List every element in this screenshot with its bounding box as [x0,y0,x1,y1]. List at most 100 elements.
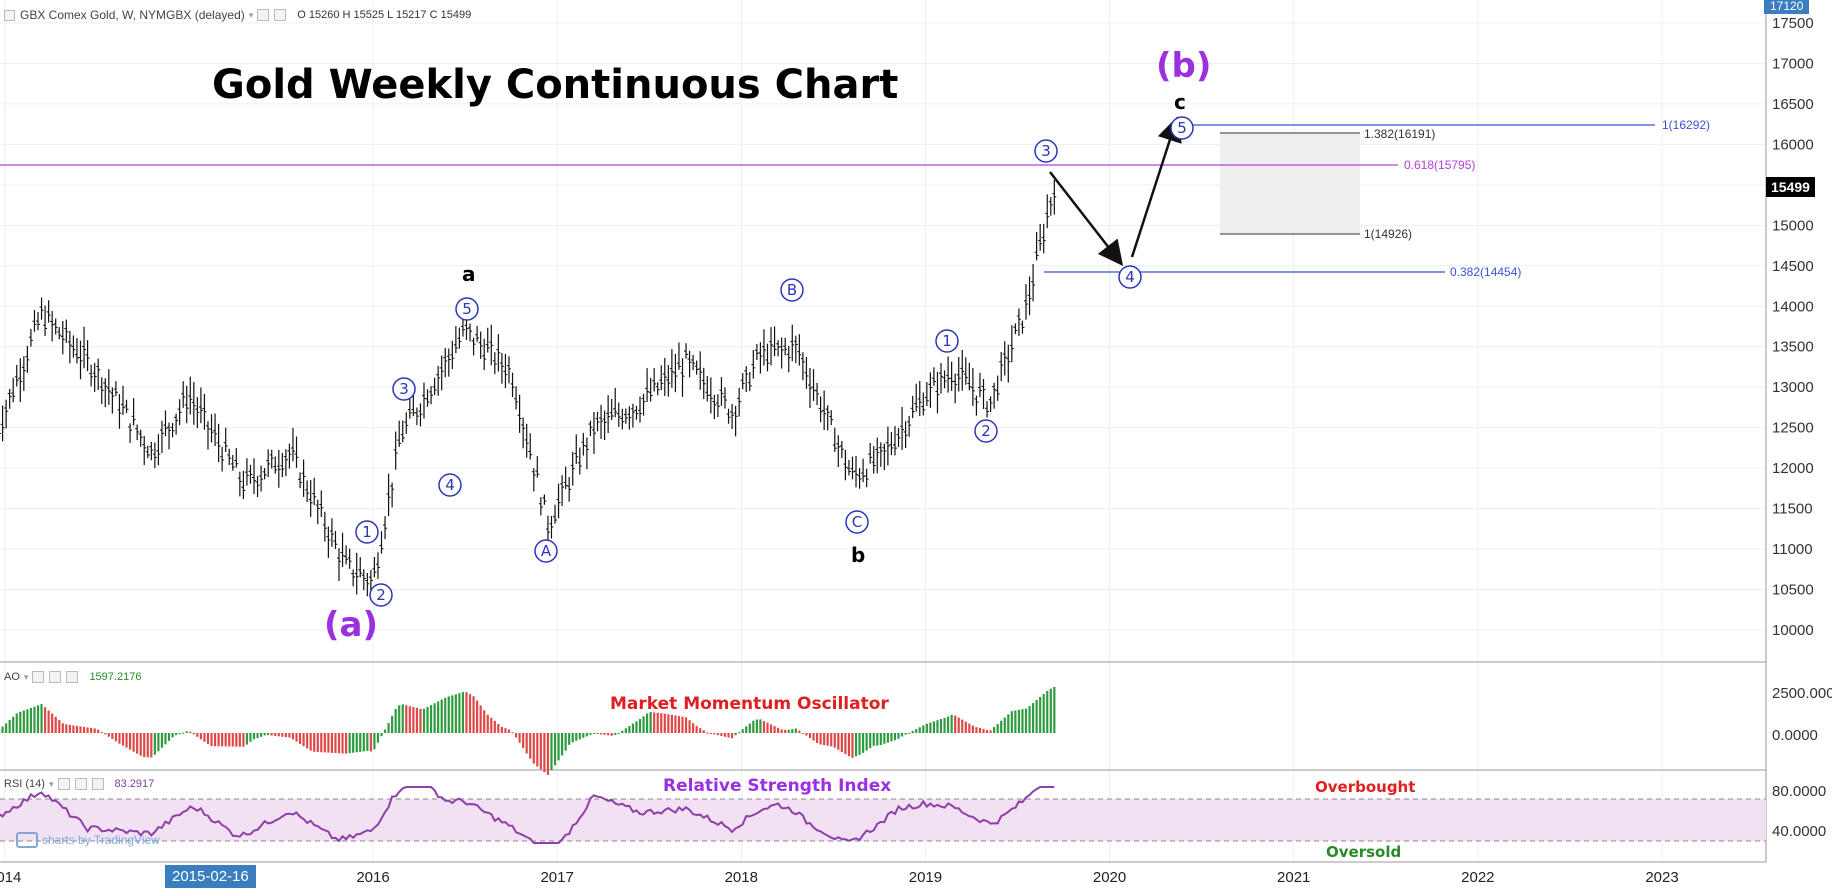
ao-bar [844,733,847,755]
ao-bar [585,733,588,737]
ao-bar [206,733,210,745]
ao-tick: 2500.0000 [1772,685,1832,702]
ao-bar [231,733,234,747]
ao-bar [780,729,783,733]
ao-bar [599,733,603,735]
settings-icon[interactable] [74,778,87,790]
price-tick: 10000 [1772,622,1814,639]
wave-label-b: b [851,543,865,567]
collapse-icon[interactable] [4,9,15,21]
time-tick: 2014 [0,869,21,886]
settings-icon[interactable] [49,671,62,683]
ao-bar [1010,711,1013,733]
ao-bar [486,714,489,733]
ao-bar [975,727,978,733]
chevron-down-icon[interactable]: ▾ [48,778,54,789]
projection-arrow-up [1130,116,1182,258]
ao-bar [872,733,875,746]
ao-bar [653,712,656,733]
ao-bar [561,733,564,756]
ao-bar [274,733,277,736]
ao-bar [617,732,620,734]
ao-bar [366,733,369,751]
ao-bar [344,733,348,754]
eye-icon[interactable] [57,778,70,790]
time-tick: 2016 [356,869,389,886]
ao-bar [777,727,780,733]
ao-bar [447,696,450,733]
price-tick: 15000 [1772,217,1814,234]
ao-bar [182,732,185,734]
eye-icon[interactable] [257,9,270,21]
ao-bar [454,694,457,733]
ao-bar [946,716,950,733]
tradingview-logo-icon [16,832,38,848]
chevron-down-icon[interactable]: ▾ [248,9,254,20]
ao-bar [762,721,766,733]
ao-bar [426,706,429,733]
wave-marker: 2 [369,583,393,607]
ao-bar [607,733,610,736]
ao-bar [794,728,797,733]
rsi-legend[interactable]: RSI (14) ▾ 83.2917 [4,778,154,790]
ao-bar [58,720,61,733]
ao-tick: 0.0000 [1772,727,1818,744]
ao-bar [713,733,716,735]
ao-bar [536,733,539,767]
ao-bar [405,705,408,733]
ao-bar [957,717,960,733]
wave-marker-circle [355,520,379,544]
ao-bar [801,732,805,734]
chevron-down-icon[interactable]: ▾ [23,671,29,682]
ao-bar [628,725,631,733]
ao-bar [429,705,433,733]
ao-bar [380,733,383,737]
ao-bar [451,695,454,733]
ao-bar [330,733,334,753]
close-icon[interactable] [66,671,79,683]
ao-bar [1017,709,1021,733]
ao-bar [720,733,723,736]
price-tick: 17000 [1772,55,1814,72]
symbol-legend[interactable]: GBX Comex Gold, W, NYMGBX (delayed) ▾ O … [4,8,471,22]
eye-icon[interactable] [32,671,45,683]
ao-bar [497,723,500,733]
time-tick: 2021 [1277,869,1310,886]
fib-target-zone [1220,133,1360,234]
ao-bar [568,733,571,745]
projection-arrow-down [1049,171,1124,266]
ao-legend[interactable]: AO ▾ 1597.2176 [4,671,141,683]
ao-bar [745,726,748,733]
ao-bar [483,710,486,733]
ao-bar [819,733,822,745]
ao-bar [249,733,252,742]
ao-bar [29,707,33,733]
ao-bar [75,725,79,733]
ao-bar [858,733,861,755]
ao-bar [320,733,323,753]
ao-bar [908,732,911,734]
close-icon[interactable] [91,778,104,790]
tradingview-branding[interactable]: charts by TradingView [16,832,160,848]
ao-bar [412,707,415,733]
ao-bar [1,726,4,733]
price-axis[interactable]: 1750017000165001600015500150001450014000… [1772,15,1814,639]
ao-bar [823,733,826,746]
ao-bar [656,712,659,733]
wave-marker-circle [534,539,558,563]
ao-bar [692,723,695,733]
price-tick: 17500 [1772,15,1814,32]
time-axis[interactable]: 2014 2016 2017 2018 2019 2020 2021 2022 2023 [0,869,1679,886]
ao-bar [245,733,249,745]
ao-bar [203,733,206,742]
price-tick: 13500 [1772,339,1814,356]
wave-marker-label: 1 [942,332,952,350]
ao-bar [146,733,149,758]
price-tick: 13000 [1772,379,1814,396]
ao-bar [879,733,882,745]
settings-icon[interactable] [274,9,287,21]
rsi-panel-title: Relative Strength Index [663,776,891,796]
wave-marker: C [845,510,869,534]
ao-bar [915,729,918,733]
